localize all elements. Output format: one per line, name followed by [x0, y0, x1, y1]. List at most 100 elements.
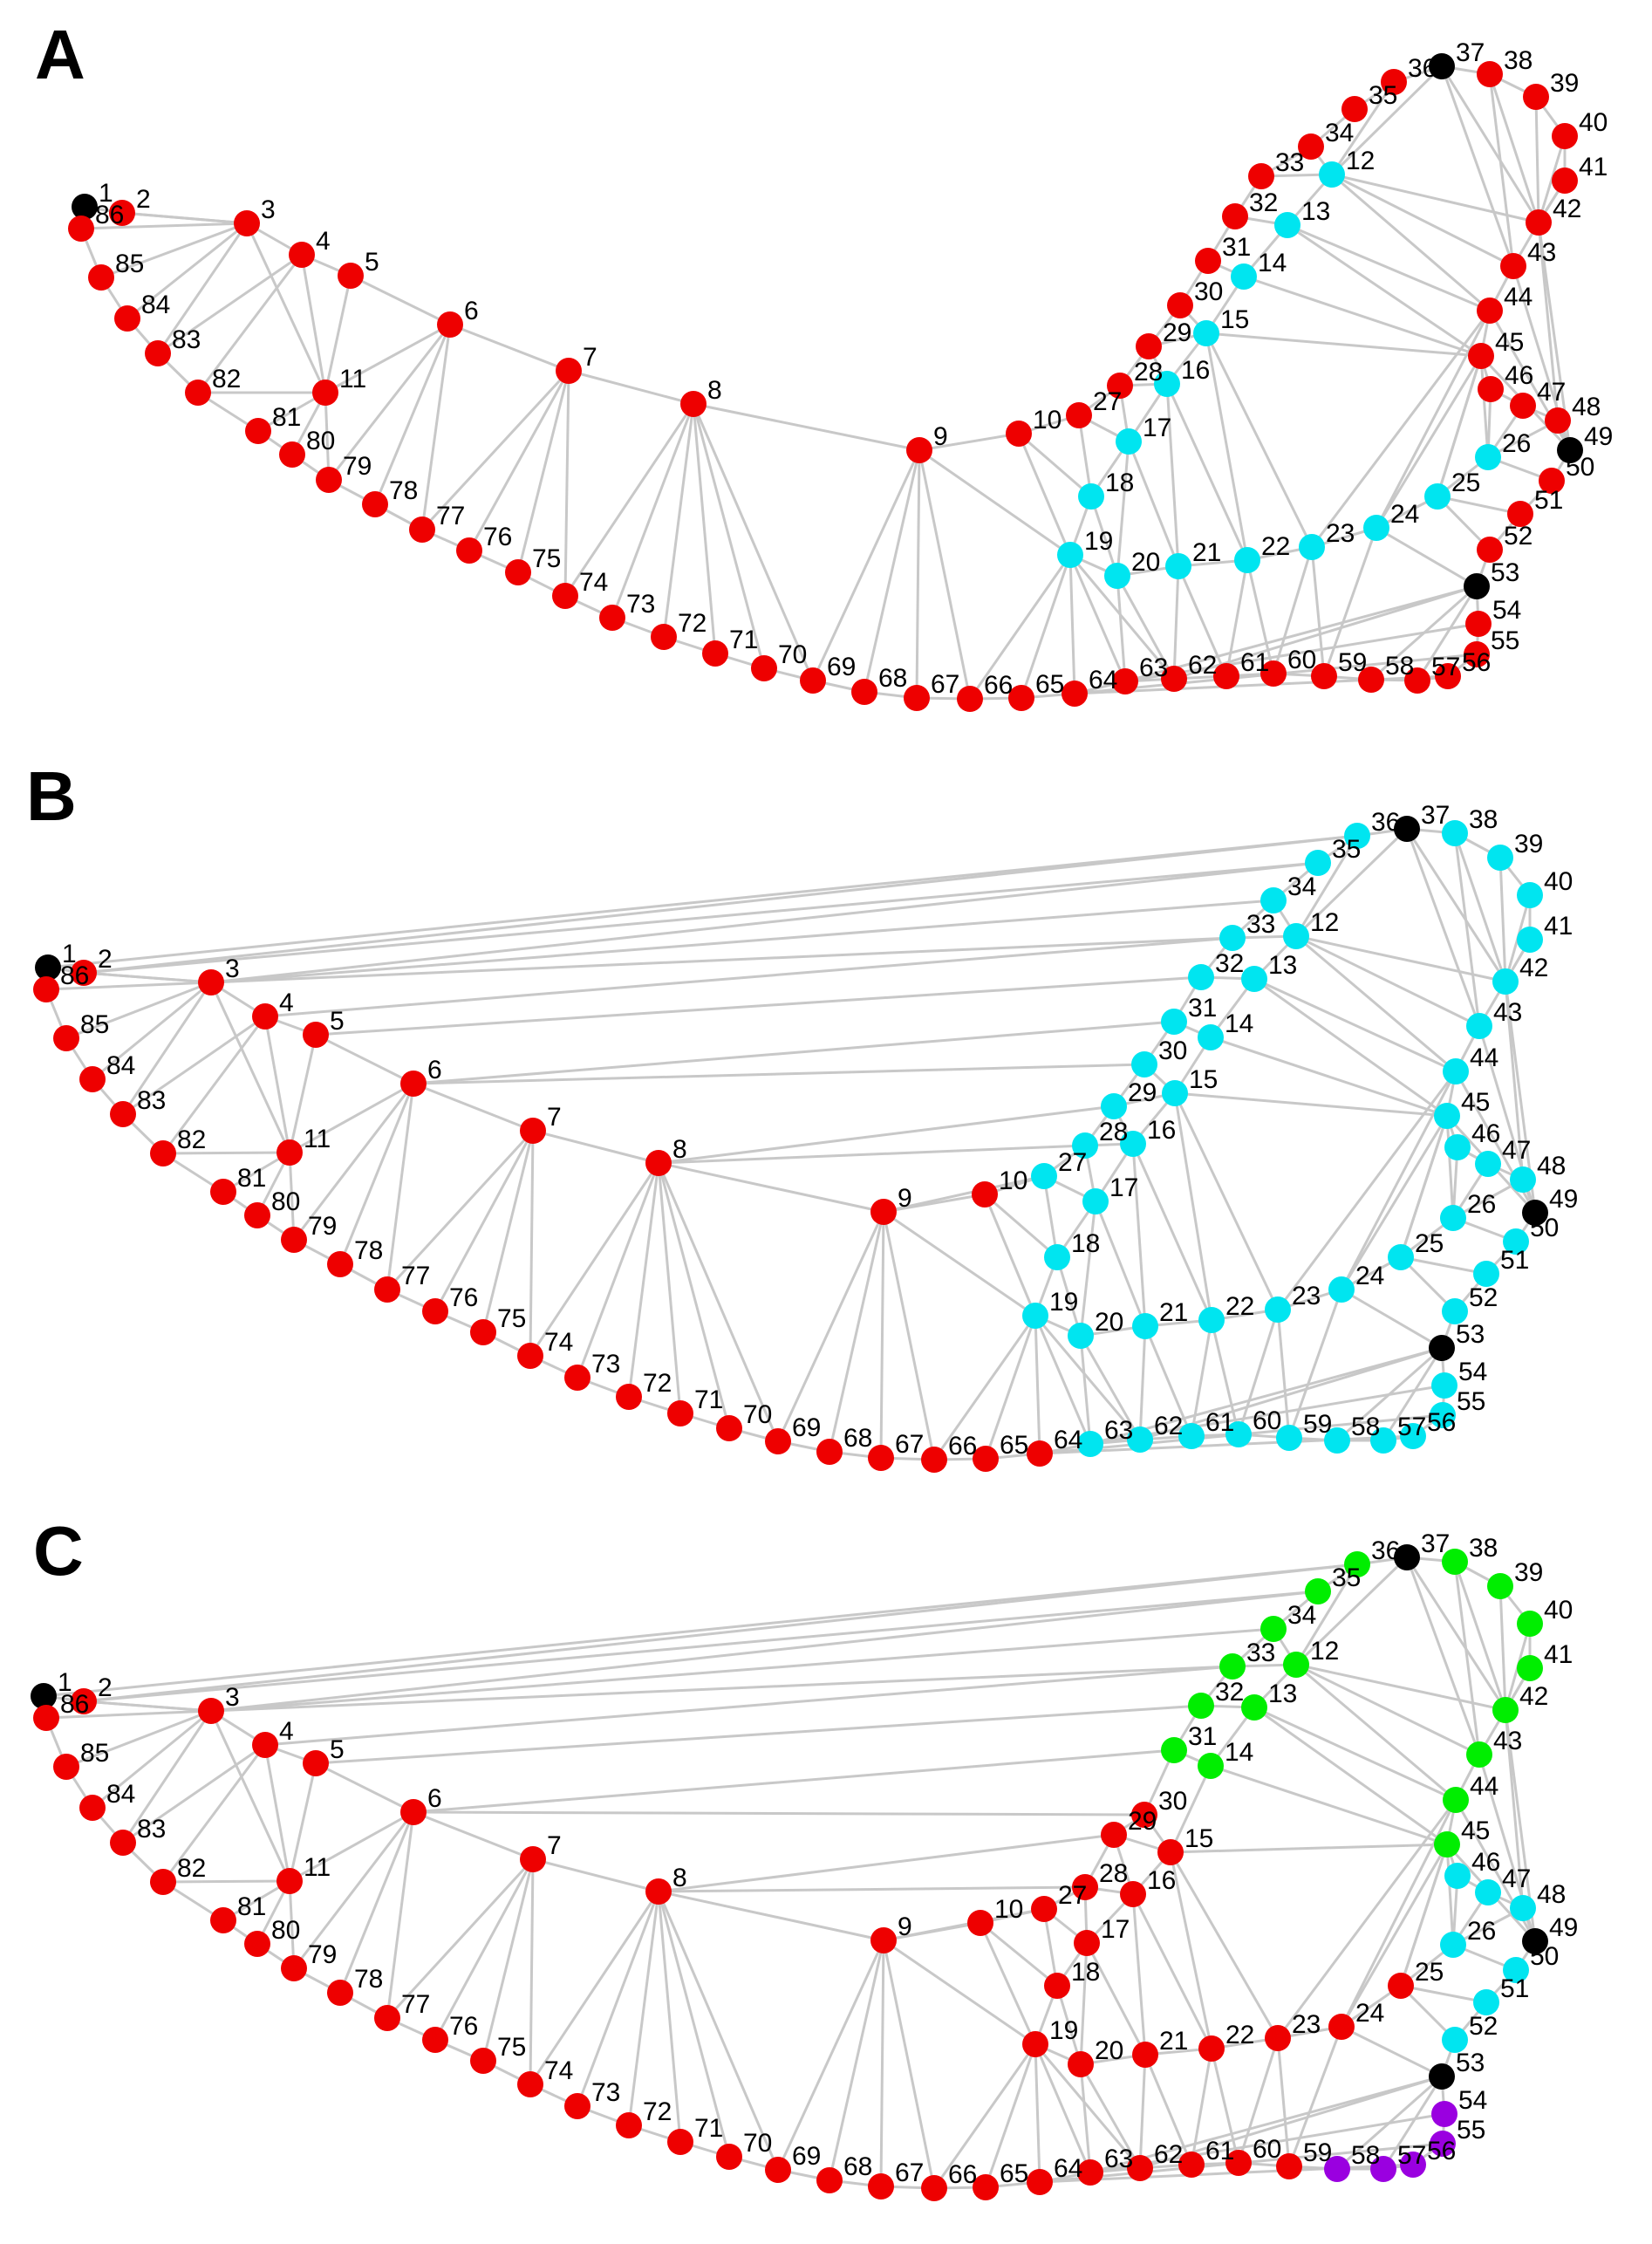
node-24 — [1363, 515, 1389, 541]
node-label-80: 80 — [306, 427, 335, 455]
node-label-46: 46 — [1471, 1119, 1500, 1148]
node-label-31: 31 — [1188, 1722, 1217, 1751]
node-50 — [1503, 1957, 1529, 1983]
edge-8-74 — [563, 403, 695, 597]
node-label-1: 1 — [58, 1668, 72, 1697]
node-label-8: 8 — [707, 376, 722, 405]
node-label-45: 45 — [1461, 1088, 1490, 1117]
edge-24-45 — [1340, 1844, 1449, 2028]
node-56 — [1435, 663, 1461, 689]
node-75 — [470, 2048, 496, 2074]
node-label-24: 24 — [1355, 1262, 1384, 1290]
node-71 — [667, 2129, 693, 2155]
node-53 — [1464, 573, 1490, 599]
panel-label-c: C — [33, 1512, 84, 1590]
node-83 — [145, 340, 171, 366]
edge-9-27 — [883, 1907, 1045, 1942]
edge-12-44 — [1295, 934, 1457, 1073]
edge-19-66 — [932, 2043, 1037, 2189]
node-51 — [1507, 501, 1533, 527]
edge-12-37 — [1294, 827, 1409, 938]
node-49 — [1522, 1928, 1548, 1954]
edge-3-83 — [121, 1710, 213, 1844]
node-85 — [88, 264, 114, 291]
node-83 — [110, 1830, 136, 1856]
node-42 — [1492, 1697, 1519, 1723]
node-label-20: 20 — [1095, 1308, 1123, 1337]
node-11 — [276, 1139, 303, 1166]
node-32 — [1222, 203, 1248, 229]
node-label-63: 63 — [1104, 2145, 1133, 2173]
node-label-70: 70 — [778, 640, 807, 669]
edge-53-57 — [1382, 1347, 1444, 1441]
edge-24-53 — [1376, 526, 1478, 588]
edge-7-77 — [386, 1857, 535, 2020]
edge-24-53 — [1341, 2025, 1443, 2078]
node-label-79: 79 — [308, 1940, 337, 1969]
edge-15-45 — [1170, 1843, 1448, 1854]
edge-16-21 — [1131, 1143, 1147, 1327]
edge-37-42 — [1405, 1556, 1507, 1711]
edge-9-67 — [879, 1940, 885, 2187]
node-label-71: 71 — [694, 2114, 723, 2143]
edge-1-36 — [43, 1563, 1358, 1698]
edge-7-6 — [449, 323, 570, 373]
node-label-40: 40 — [1544, 867, 1573, 896]
node-label-9: 9 — [898, 1184, 912, 1213]
node-55 — [1430, 1402, 1456, 1428]
node-56 — [1400, 1423, 1426, 1449]
node-label-21: 21 — [1192, 538, 1221, 567]
node-label-28: 28 — [1099, 1859, 1128, 1888]
node-29 — [1101, 1093, 1127, 1119]
node-27 — [1031, 1896, 1057, 1922]
node-label-68: 68 — [878, 664, 907, 693]
node-label-14: 14 — [1225, 1738, 1253, 1767]
node-label-38: 38 — [1469, 805, 1498, 834]
node-22 — [1198, 1307, 1225, 1333]
node-79 — [281, 1227, 307, 1253]
edge-3-33 — [210, 1665, 1233, 1713]
node-71 — [702, 640, 728, 667]
edge-9-19 — [883, 1210, 1036, 1317]
node-label-39: 39 — [1514, 1558, 1543, 1587]
edge-10-9 — [918, 432, 1020, 452]
node-32 — [1188, 964, 1214, 990]
node-label-35: 35 — [1369, 81, 1397, 110]
node-20 — [1068, 2051, 1094, 2077]
edge-20-63 — [1079, 2063, 1092, 2173]
node-label-37: 37 — [1456, 38, 1485, 67]
edge-45-25 — [1399, 1844, 1449, 1987]
node-2 — [71, 1688, 97, 1714]
node-50 — [1503, 1228, 1529, 1255]
node-label-43: 43 — [1527, 238, 1556, 267]
edge-23-60 — [1237, 1309, 1280, 1435]
node-label-79: 79 — [308, 1212, 337, 1241]
edge-22-60 — [1246, 559, 1275, 674]
node-label-12: 12 — [1346, 147, 1375, 175]
edge-3-83 — [156, 222, 249, 354]
edge-9-69 — [776, 1211, 885, 1442]
node-39 — [1487, 845, 1513, 871]
edge-6-31 — [413, 1020, 1175, 1085]
node-label-58: 58 — [1351, 2141, 1380, 2170]
node-32 — [1188, 1693, 1214, 1719]
node-26 — [1475, 444, 1501, 470]
edge-7-75 — [481, 1130, 535, 1333]
node-52 — [1477, 537, 1503, 563]
node-74 — [517, 1343, 543, 1369]
node-label-69: 69 — [792, 1413, 821, 1442]
node-25 — [1388, 1973, 1414, 1999]
node-2 — [71, 960, 97, 986]
edge-6-11 — [289, 1810, 414, 1883]
edge-42-48 — [1504, 981, 1525, 1180]
node-30 — [1131, 1802, 1157, 1828]
edge-8-69 — [692, 403, 815, 681]
node-70 — [716, 2144, 742, 2170]
edge-10-18 — [1018, 432, 1092, 498]
node-78 — [362, 491, 388, 517]
edge-18-20 — [1089, 496, 1119, 577]
node-label-57: 57 — [1397, 1413, 1426, 1441]
node-label-8: 8 — [672, 1135, 687, 1164]
node-63 — [1077, 1431, 1103, 1457]
edge-15-45 — [1174, 1091, 1448, 1118]
